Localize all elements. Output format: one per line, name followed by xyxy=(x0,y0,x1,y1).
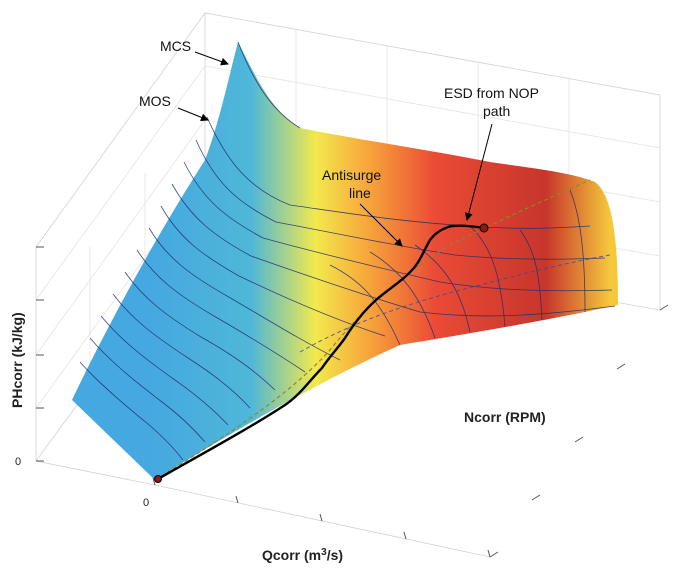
x-tick xyxy=(403,531,407,540)
mesh-line xyxy=(79,361,184,461)
mesh-line xyxy=(89,337,206,443)
z-axis-ticks xyxy=(36,246,44,462)
esd-path-line xyxy=(157,224,485,481)
mesh-line xyxy=(148,227,341,361)
annotation-esd: ESD from NOP path xyxy=(444,85,539,221)
annotation-esd-line1: ESD from NOP xyxy=(444,85,539,101)
y-axis-ticks xyxy=(489,304,669,558)
y-tick xyxy=(531,494,541,501)
annotation-antisurge-line1: Antisurge xyxy=(322,167,381,183)
annotation-esd-arrow xyxy=(464,123,493,221)
mesh-line xyxy=(237,41,301,129)
mesh-line xyxy=(171,183,616,317)
mesh-line xyxy=(519,229,543,321)
surface-mesh xyxy=(79,41,616,461)
esd-end-marker xyxy=(154,475,162,483)
surface-patch xyxy=(72,42,618,480)
y-tick xyxy=(574,436,584,443)
x-tick xyxy=(235,495,239,504)
mesh-line xyxy=(183,161,613,292)
annotation-mcs: MCS xyxy=(160,38,229,66)
annotation-mos-arrow xyxy=(177,107,209,122)
annotation-antisurge: Antisurge line xyxy=(322,167,403,247)
mesh-line xyxy=(136,249,306,373)
x-tick xyxy=(487,549,491,558)
annotation-antisurge-arrow xyxy=(359,203,403,247)
mesh-line xyxy=(369,251,436,339)
x-tick xyxy=(319,513,323,522)
mesh-line xyxy=(195,139,606,260)
x-axis-ticks xyxy=(152,477,491,558)
annotation-mos-text: MOS xyxy=(139,93,171,109)
x-tick xyxy=(152,477,156,486)
mesh-line xyxy=(414,244,471,333)
x-origin-tick-label: 0 xyxy=(143,497,149,509)
mesh-line xyxy=(112,293,251,409)
mesh-line xyxy=(206,116,591,229)
annotation-mcs-arrow xyxy=(194,51,229,66)
antisurge-line xyxy=(154,179,591,481)
surface xyxy=(72,42,618,480)
mesh-line xyxy=(569,189,586,313)
y-tick xyxy=(659,304,669,311)
annotation-antisurge-line2: line xyxy=(349,185,371,201)
x-axis-label: Qcorr (m3/s) xyxy=(262,547,343,563)
mesh-line xyxy=(124,271,276,391)
annotation-mcs-text: MCS xyxy=(160,38,191,54)
y-tick xyxy=(489,551,499,558)
mesh-line xyxy=(160,205,386,337)
y-axis-label: Ncorr (RPM) xyxy=(464,409,546,425)
mesh-line xyxy=(329,264,401,346)
y-tick xyxy=(616,363,626,370)
z-origin-tick-label: 0 xyxy=(15,456,21,468)
z-axis-label: PHcorr (kJ/kg) xyxy=(9,312,25,408)
mesh-line xyxy=(100,315,229,426)
annotation-esd-line2: path xyxy=(483,103,510,119)
esd-start-marker xyxy=(479,223,489,233)
annotation-mos: MOS xyxy=(139,93,209,122)
esd-path xyxy=(154,223,489,483)
